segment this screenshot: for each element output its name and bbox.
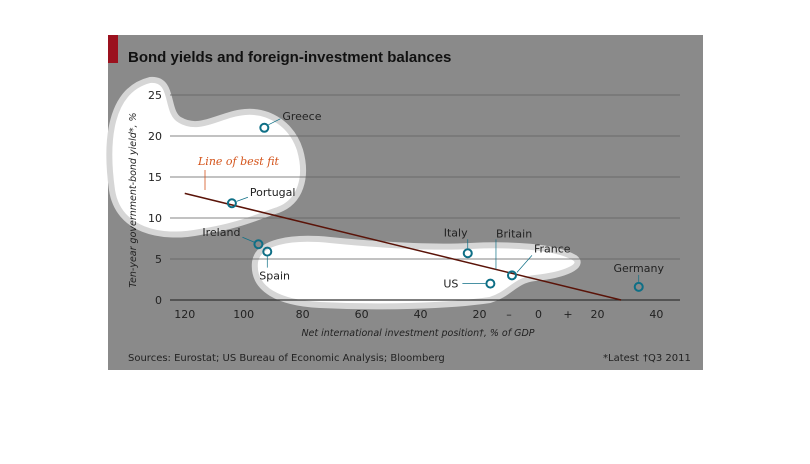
highlight-blob-bottom [251, 235, 581, 310]
x-tick-label: 20 [590, 308, 604, 321]
brand-tab [108, 35, 118, 63]
data-points [226, 122, 644, 292]
footnote-period: †Q3 2011 [643, 353, 691, 364]
x-tick-label: 60 [355, 308, 369, 321]
point-leader [242, 236, 255, 243]
y-axis-label: Ten-year government-bond yield*, % [128, 112, 139, 287]
y-tick-label: 20 [148, 130, 162, 143]
x-tick-label: 40 [414, 308, 428, 321]
x-axis-label: Net international investment position†, … [301, 328, 534, 339]
point-label: Britain [496, 227, 532, 240]
point-label: Greece [282, 110, 321, 123]
point-label: Spain [259, 270, 290, 283]
data-point [462, 248, 473, 259]
data-point [506, 270, 517, 281]
x-tick-label: 20 [473, 308, 487, 321]
y-tick-label: 5 [155, 253, 162, 266]
data-point [259, 122, 270, 133]
highlight-blobs [106, 77, 581, 310]
x-tick-label: 100 [233, 308, 254, 321]
point-label: France [534, 242, 571, 255]
sources-note: Sources: Eurostat; US Bureau of Economic… [128, 353, 445, 364]
data-point [633, 281, 644, 292]
highlight-blob-left [106, 77, 306, 238]
y-tick-label: 15 [148, 171, 162, 184]
point-label: US [443, 278, 458, 291]
point-leader [268, 118, 281, 126]
point-labels: Greece Portugal Ireland Spain Italy BritainFr… [202, 110, 664, 291]
x-tick-label: 80 [296, 308, 310, 321]
point-label: Ireland [202, 226, 240, 239]
point-label: Portugal [250, 186, 296, 199]
y-tick-labels: 0 5 10 15 20 25 [148, 89, 162, 307]
x-tick-label: + [563, 308, 572, 321]
data-point [226, 198, 237, 209]
point-label: Italy [444, 226, 468, 239]
y-tick-label: 0 [155, 294, 162, 307]
point-leader [516, 255, 533, 273]
x-tick-labels: 120 100 80 60 40 20 – 0 +20 40 [174, 308, 663, 321]
footnote-latest: *Latest [603, 353, 639, 364]
y-tick-label: 10 [148, 212, 162, 225]
best-fit-line [184, 192, 622, 301]
y-tick-label: 25 [148, 89, 162, 102]
x-tick-label: 0 [535, 308, 542, 321]
chart-title: Bond yields and foreign-investment balan… [128, 49, 451, 66]
x-tick-label: 40 [649, 308, 663, 321]
x-tick-label: – [506, 308, 512, 321]
gridlines [170, 94, 680, 301]
data-point [253, 239, 264, 250]
point-label: Germany [613, 262, 664, 275]
best-fit-label: Line of best fit [197, 155, 280, 168]
point-leader [236, 196, 249, 202]
x-tick-label: 120 [174, 308, 195, 321]
data-point [262, 246, 273, 257]
point-leaders [236, 118, 640, 284]
data-point [485, 278, 496, 289]
